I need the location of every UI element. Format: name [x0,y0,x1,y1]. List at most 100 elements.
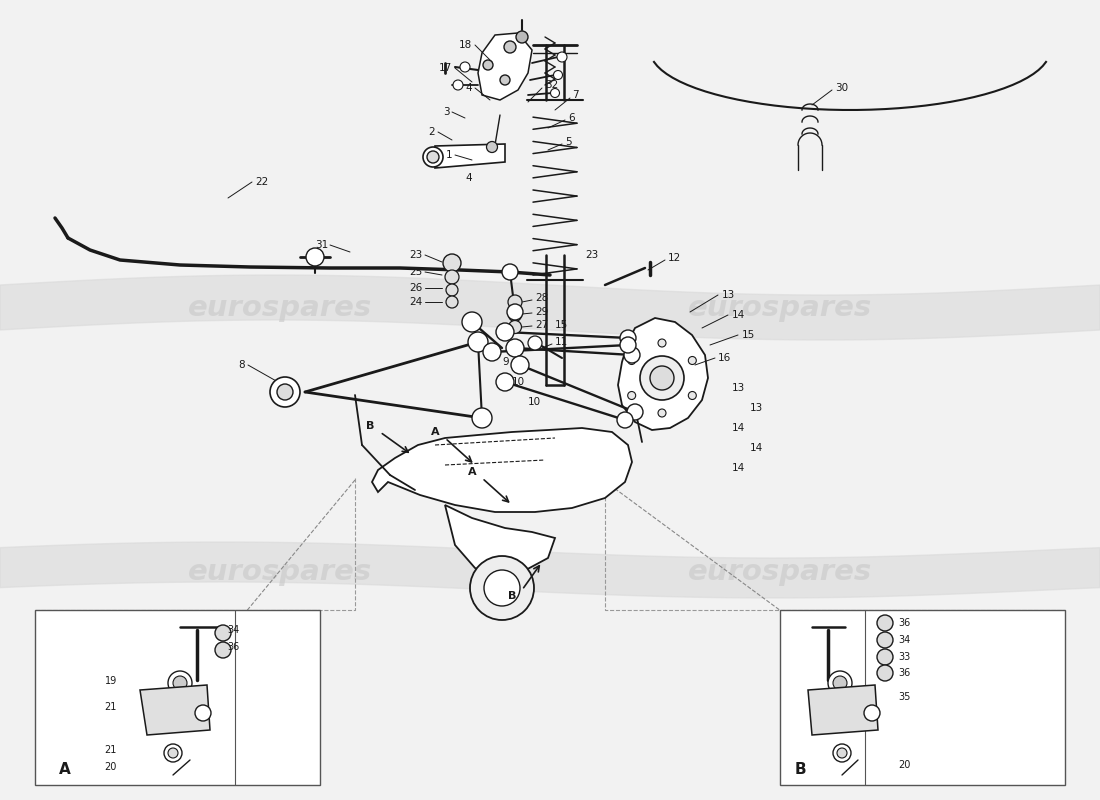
Circle shape [502,264,518,280]
Circle shape [504,41,516,53]
Text: 20: 20 [104,762,117,772]
Circle shape [472,408,492,428]
Text: 2: 2 [428,127,435,137]
Circle shape [168,671,192,695]
Circle shape [306,248,324,266]
Polygon shape [446,505,556,578]
Text: B: B [508,591,516,601]
Text: 15: 15 [742,330,756,340]
Circle shape [833,744,851,762]
Text: 16: 16 [718,353,732,363]
Circle shape [168,748,178,758]
Text: 17: 17 [439,63,452,73]
Circle shape [516,31,528,43]
Circle shape [173,676,187,690]
Text: 35: 35 [898,692,911,702]
Circle shape [277,384,293,400]
Text: 22: 22 [255,177,268,187]
Text: 4: 4 [465,83,472,93]
Polygon shape [478,33,532,100]
Text: B: B [366,421,374,431]
Text: 10: 10 [512,377,525,387]
Text: 21: 21 [104,702,117,712]
Circle shape [557,52,566,62]
Circle shape [624,347,640,363]
Circle shape [550,89,560,98]
Text: 13: 13 [750,403,763,413]
Circle shape [864,705,880,721]
Text: A: A [468,467,476,477]
Circle shape [270,377,300,407]
Circle shape [483,343,500,361]
Text: 13: 13 [722,290,735,300]
Circle shape [427,151,439,163]
Circle shape [617,412,632,428]
Text: 36: 36 [898,618,911,628]
Circle shape [553,70,562,79]
Circle shape [877,649,893,665]
Circle shape [508,309,521,322]
Circle shape [658,409,666,417]
Text: A: A [431,427,439,437]
Circle shape [506,339,524,357]
Circle shape [500,75,510,85]
Text: 7: 7 [572,90,579,100]
Text: 19: 19 [104,676,117,686]
Text: 11: 11 [556,337,569,347]
Circle shape [689,357,696,365]
Circle shape [512,356,529,374]
Circle shape [508,321,521,334]
Text: 23: 23 [409,250,422,260]
Text: 20: 20 [898,760,911,770]
Text: 13: 13 [732,383,746,393]
Circle shape [837,748,847,758]
Text: 14: 14 [750,443,763,453]
Text: 30: 30 [835,83,848,93]
Circle shape [828,671,852,695]
Text: 36: 36 [898,668,911,678]
Text: 21: 21 [104,745,117,755]
Text: 23: 23 [585,250,598,260]
Text: 26: 26 [409,283,422,293]
Circle shape [496,323,514,341]
Circle shape [627,404,644,420]
Circle shape [214,642,231,658]
Circle shape [443,254,461,272]
Polygon shape [434,144,505,168]
Circle shape [424,147,443,167]
Text: 14: 14 [732,463,746,473]
Text: 34: 34 [898,635,911,645]
Text: A: A [59,762,70,778]
Text: 25: 25 [409,267,422,277]
Circle shape [195,705,211,721]
Text: 34: 34 [227,625,240,635]
Text: 28: 28 [535,293,548,303]
Bar [780,610,1065,785]
Polygon shape [618,318,708,430]
Circle shape [628,357,636,365]
Text: 6: 6 [568,113,574,123]
Text: 31: 31 [315,240,328,250]
Circle shape [496,373,514,391]
Circle shape [214,625,231,641]
Text: 14: 14 [732,423,746,433]
Text: eurospares: eurospares [188,558,372,586]
Text: 24: 24 [409,297,422,307]
Circle shape [689,391,696,399]
Text: 15: 15 [556,320,569,330]
Polygon shape [808,685,878,735]
Circle shape [507,304,522,320]
Circle shape [628,391,636,399]
Circle shape [446,270,459,284]
Text: 4: 4 [465,173,472,183]
Text: eurospares: eurospares [688,294,872,322]
Text: 9: 9 [502,357,508,367]
Polygon shape [372,428,632,512]
Text: eurospares: eurospares [188,294,372,322]
Text: 12: 12 [668,253,681,263]
Text: 8: 8 [239,360,245,370]
Circle shape [470,556,534,620]
Text: 5: 5 [565,137,572,147]
Circle shape [620,330,636,346]
Text: 10: 10 [528,397,541,407]
